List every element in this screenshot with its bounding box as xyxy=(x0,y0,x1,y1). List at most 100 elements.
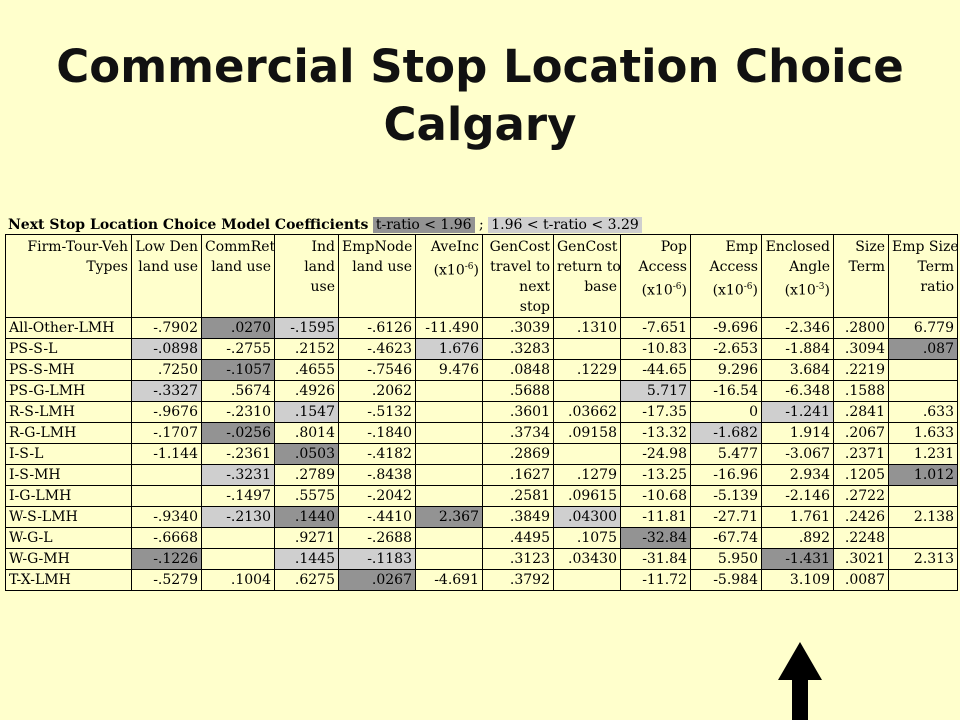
table-cell: 6.779 xyxy=(888,317,958,339)
table-cell: .633 xyxy=(888,401,958,423)
row-label: W-G-L xyxy=(5,527,132,549)
column-header-line: GenCost xyxy=(489,239,550,255)
column-header: GenCost return to base xyxy=(553,234,621,318)
table-cell: 1.761 xyxy=(761,506,834,528)
table-cell: -1.431 xyxy=(761,548,834,570)
row-label: I-S-L xyxy=(5,443,132,465)
table-cell: -5.139 xyxy=(690,485,762,507)
column-header-line: Firm-Tour-Veh xyxy=(27,239,128,255)
column-header-line: Emp Size xyxy=(892,239,958,255)
table-cell: .4655 xyxy=(274,359,339,381)
table-cell: -1.241 xyxy=(761,401,834,423)
table-row: PS-G-LMH -.3327.5674.4926.2062.5688 5.717-… xyxy=(5,380,958,402)
table-cell xyxy=(201,548,275,570)
table-cell: 5.477 xyxy=(690,443,762,465)
column-header-line: next xyxy=(519,279,550,295)
table-cell: .2426 xyxy=(833,506,889,528)
column-header: Ind land use xyxy=(274,234,339,318)
coefficients-table: Firm-Tour-Veh Types Low Den land use CommRet… xyxy=(5,234,958,591)
table-cell: .087 xyxy=(888,338,958,360)
table-cell xyxy=(131,464,202,486)
table-cell: .5688 xyxy=(482,380,554,402)
table-row: R-S-LMH -.9676 -.2310.1547 -.5132 .3601.0366… xyxy=(5,401,958,423)
table-cell: .3849 xyxy=(482,506,554,528)
table-cell: -.1840 xyxy=(338,422,416,444)
column-header-line: return to xyxy=(557,259,621,275)
table-cell: .0503 xyxy=(274,443,339,465)
column-header-line: Low Den xyxy=(135,239,198,255)
header-row: Firm-Tour-Veh Types Low Den land use CommRet… xyxy=(5,234,958,318)
table-cell: .2722 xyxy=(833,485,889,507)
table-cell: .1445 xyxy=(274,548,339,570)
row-label: R-S-LMH xyxy=(5,401,132,423)
table-cell: -11.81 xyxy=(620,506,691,528)
column-header-line: Pop xyxy=(660,239,687,255)
table-cell: -.6668 xyxy=(131,527,202,549)
table-row: I-S-MH -.3231.2789 -.8438 .1627.1279 -13.25-… xyxy=(5,464,958,486)
row-label: W-S-LMH xyxy=(5,506,132,528)
table-cell: -27.71 xyxy=(690,506,762,528)
table-cell: -.7902 xyxy=(131,317,202,339)
table-cell: .2581 xyxy=(482,485,554,507)
column-header-line: GenCost xyxy=(557,239,618,255)
slide-title: Commercial Stop Location Choice Calgary xyxy=(0,38,960,154)
legend-key-light: 1.96 < t-ratio < 3.29 xyxy=(488,217,642,233)
table-cell xyxy=(888,359,958,381)
table-cell: -16.96 xyxy=(690,464,762,486)
table-cell xyxy=(888,527,958,549)
row-label: I-S-MH xyxy=(5,464,132,486)
table-cell: .2248 xyxy=(833,527,889,549)
row-label: PS-S-L xyxy=(5,338,132,360)
row-label: R-G-LMH xyxy=(5,422,132,444)
table-cell: -9.696 xyxy=(690,317,762,339)
table-cell: -7.651 xyxy=(620,317,691,339)
table-cell xyxy=(415,464,483,486)
table-cell xyxy=(201,527,275,549)
table-cell: -.3327 xyxy=(131,380,202,402)
table-row: PS-S-L -.0898 -.2755.2152 -.4623 1.676.3283 -… xyxy=(5,338,958,360)
table-cell: .3734 xyxy=(482,422,554,444)
table-cell xyxy=(553,443,621,465)
table-cell: -.5132 xyxy=(338,401,416,423)
table-row: W-S-LMH -.9340 -.2130.1440 -.4410 2.367.3849… xyxy=(5,506,958,528)
table-cell: .1547 xyxy=(274,401,339,423)
table-cell: -4.691 xyxy=(415,569,483,591)
column-header-line: Access xyxy=(709,259,758,275)
table-cell xyxy=(553,380,621,402)
table-cell: .3094 xyxy=(833,338,889,360)
table-cell: .04300 xyxy=(553,506,621,528)
table-cell: .1310 xyxy=(553,317,621,339)
table-row: W-G-MH -.1226 .1445 -.1183 .3123.03430 -31.84… xyxy=(5,548,958,570)
table-header: Firm-Tour-Veh Types Low Den land use CommRet… xyxy=(5,234,958,318)
column-header-line: Emp xyxy=(725,239,758,255)
column-header-line: Angle xyxy=(789,259,830,275)
column-header: Size Term xyxy=(833,234,889,318)
table-cell: -.1497 xyxy=(201,485,275,507)
table-cell: .3021 xyxy=(833,548,889,570)
table-cell: -5.984 xyxy=(690,569,762,591)
table-cell: -.3231 xyxy=(201,464,275,486)
column-header: EmpNode land use xyxy=(338,234,416,318)
table-cell: .892 xyxy=(761,527,834,549)
column-header: Pop Access (x10-6) xyxy=(620,234,691,318)
table-cell: .09158 xyxy=(553,422,621,444)
table-cell: -3.067 xyxy=(761,443,834,465)
table-cell: .3792 xyxy=(482,569,554,591)
table-cell: .03430 xyxy=(553,548,621,570)
table-cell: 0 xyxy=(690,401,762,423)
table-cell: -.5279 xyxy=(131,569,202,591)
table-cell: .5575 xyxy=(274,485,339,507)
column-header: Firm-Tour-Veh Types xyxy=(5,234,132,318)
table-cell xyxy=(415,380,483,402)
table-cell: .0087 xyxy=(833,569,889,591)
table-cell: .1229 xyxy=(553,359,621,381)
column-header: CommRet land use xyxy=(201,234,275,318)
table-cell xyxy=(415,485,483,507)
column-header-line: travel to xyxy=(490,259,550,275)
table-caption: Next Stop Location Choice Model Coeffici… xyxy=(8,217,642,234)
table-cell: 1.676 xyxy=(415,338,483,360)
table-cell: -1.884 xyxy=(761,338,834,360)
table-row: PS-S-MH .7250 -.1057.4655 -.7546 9.476.0848.… xyxy=(5,359,958,381)
table-cell: -.1595 xyxy=(274,317,339,339)
table-cell: 1.012 xyxy=(888,464,958,486)
